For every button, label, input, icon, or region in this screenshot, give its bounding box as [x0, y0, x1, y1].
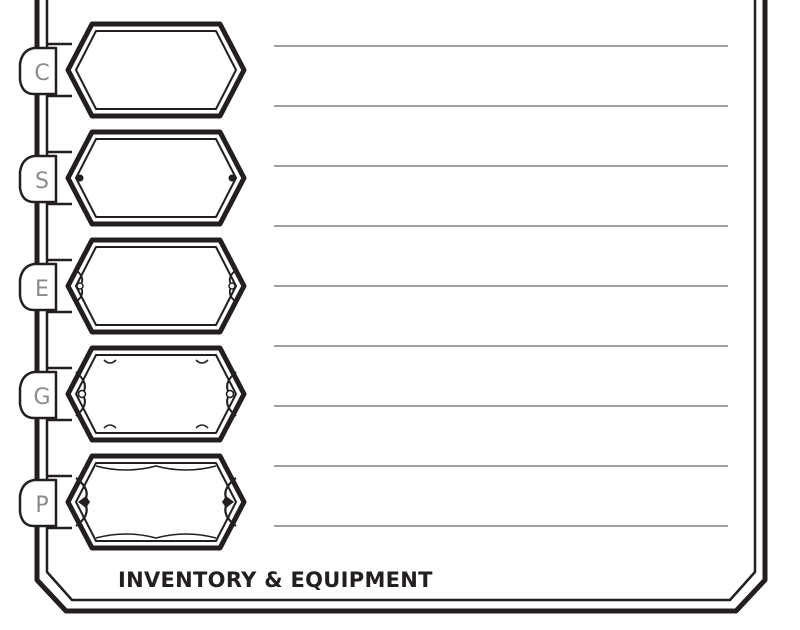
ornament-diamond: [222, 496, 234, 508]
coin-tab-letter: P: [35, 493, 48, 518]
coin-tab-letter: G: [33, 385, 50, 410]
coin-box-p[interactable]: P: [18, 453, 247, 551]
ornament-ring: [77, 389, 87, 399]
coin-frame-inner: [75, 30, 237, 110]
coin-box-c[interactable]: C: [18, 21, 247, 119]
inventory-lines: [274, 45, 728, 527]
coin-tab: [18, 46, 58, 96]
coin-box-e[interactable]: E: [18, 237, 247, 335]
coin-tab-letter: S: [35, 169, 49, 194]
coin-tab-letter: E: [35, 277, 49, 302]
coin-tab: [18, 478, 58, 528]
coin-tab: [18, 370, 58, 420]
coin-tab: [18, 154, 58, 204]
ornament-ring: [76, 282, 84, 290]
coin-box-g[interactable]: G: [18, 345, 247, 443]
ornament-dot: [76, 174, 84, 182]
coin-tab-letter: C: [34, 61, 49, 86]
ornament-dot: [228, 174, 236, 182]
coin-box-s[interactable]: S: [18, 129, 247, 227]
coin-tab: [18, 262, 58, 312]
ornament-ring: [228, 282, 236, 290]
section-title: INVENTORY & EQUIPMENT: [118, 568, 433, 592]
ornament-diamond: [78, 496, 90, 508]
coin-frame-inner: [75, 354, 237, 434]
coin-frame-inner: [75, 246, 237, 326]
coin-frame-inner: [75, 138, 237, 218]
ornament-ring: [225, 389, 235, 399]
coin-frame-inner: [75, 462, 237, 542]
coin-tracker: C S E G P: [18, 21, 247, 551]
